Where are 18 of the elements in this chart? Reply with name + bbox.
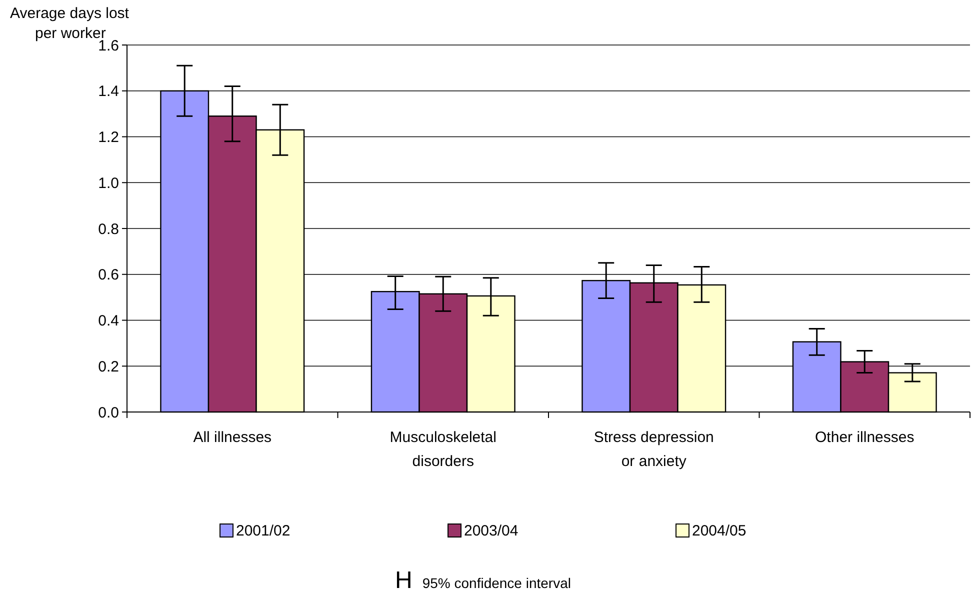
y-tick-label: 0.8 [98,220,119,238]
y-tick-label: 0.2 [98,358,119,376]
x-tick-label: Other illnesses [815,429,914,446]
y-tick-label: 0.6 [98,266,119,284]
y-tick-label: 1.4 [98,83,119,100]
y-tick-label: 0.0 [98,404,119,422]
legend-label: 2004/05 [692,522,746,540]
y-tick-label: 1.0 [98,174,119,192]
text: 95% confidence interval [422,575,571,591]
x-tick-label: All illnesses [193,429,272,446]
legend-label: 2001/02 [236,522,290,540]
x-tick-label: Stress depression or anxiety [594,429,714,470]
y-tick-label: 0.4 [98,312,119,330]
y-tick-label: 1.6 [98,37,119,54]
text: H [395,567,412,594]
x-tick-label: Musculoskeletal disorders [390,429,496,470]
y-tick-label: 1.2 [98,129,119,146]
legend-label: 2003/04 [464,522,518,540]
